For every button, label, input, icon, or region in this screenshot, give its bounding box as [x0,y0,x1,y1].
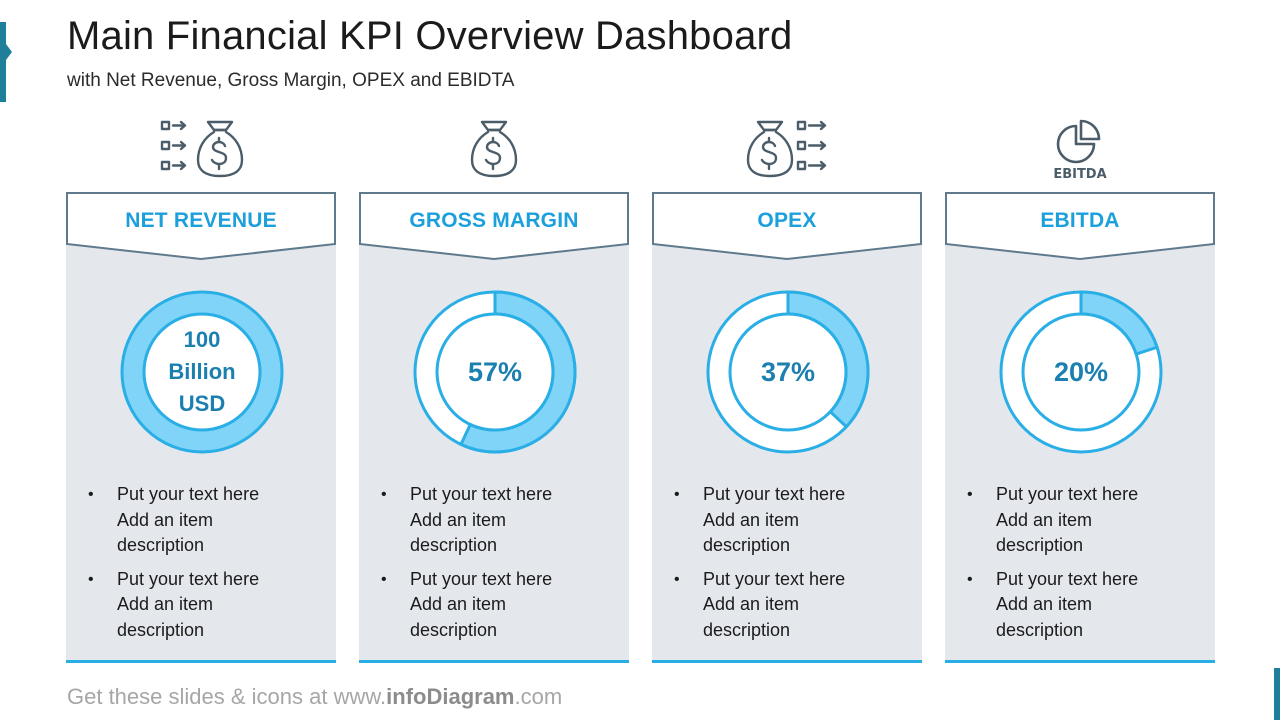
bullet-line: Put your text here [996,484,1139,504]
card-banner [359,192,629,261]
page-title: Main Financial KPI Overview Dashboard [67,14,793,58]
bullet-line: description [996,535,1084,555]
donut-chart [413,290,577,454]
donut-chart [999,290,1163,454]
bullet-line: Put your text here [703,568,846,589]
kpi-card-gross-margin: GROSS MARGIN 57% • Put your text here Ad… [359,192,629,663]
bullet-list: • Put your text here Add an item descrip… [381,482,611,651]
card-banner [66,192,336,261]
bullet-line: Put your text here [410,484,553,504]
left-accent-marker [0,22,12,102]
bullet-line: Add an item [703,509,800,530]
bullet-item: • Put your text here Add an item descrip… [88,567,318,644]
page-subtitle: with Net Revenue, Gross Margin, OPEX and… [67,70,515,91]
card-banner [945,192,1215,261]
money-bag-icon [470,120,518,178]
bullet-item: • Put your text here Add an item descrip… [967,567,1197,644]
bullet-line: description [703,535,791,555]
money-bag-out-arrows-icon [746,120,827,178]
card-banner [652,192,922,261]
footer-credit: Get these slides & icons at www.infoDiag… [67,684,562,710]
bullet-line: description [410,535,498,555]
bullet-line: Add an item [410,509,507,530]
bullet-line: description [703,619,791,640]
card-bottom-line [66,660,336,663]
kpi-value: 20% [1053,357,1109,387]
card-bottom-line [652,660,922,663]
bullet-item: • Put your text here Add an item descrip… [88,482,318,559]
card-bottom-line [945,660,1215,663]
card-title: GROSS MARGIN [409,209,579,232]
bullet-list: • Put your text here Add an item descrip… [674,482,904,651]
bullet-line: Add an item [703,594,800,614]
kpi-value-line: Billion [168,359,236,384]
bullet-line: Add an item [117,509,214,530]
bullet-line: description [117,619,205,640]
bullet-line: Add an item [410,594,507,614]
footer-suffix: .com [514,684,563,709]
bullet-line: Put your text here [996,568,1139,589]
kpi-card-opex: OPEX 37% • Put your text here Add an ite… [652,192,922,663]
bullet-list: • Put your text here Add an item descrip… [88,482,318,651]
bullet-line: Add an item [117,594,214,614]
bullet-line: Put your text here [410,568,553,589]
card-bottom-line [359,660,629,663]
donut-chart [120,290,284,454]
card-title: NET REVENUE [125,209,277,232]
kpi-value-line: 100 [183,327,221,352]
bullet-item: • Put your text here Add an item descrip… [674,567,904,644]
kpi-value: 37% [760,357,816,387]
bullet-line: Add an item [996,509,1093,530]
ebitda-icon-label: EBITDA [1053,167,1106,182]
money-bag-in-arrows-icon [160,120,244,178]
kpi-value: 57% [467,357,523,387]
bullet-item: • Put your text here Add an item descrip… [381,567,611,644]
kpi-value-line: USD [178,391,226,416]
bullet-line: description [117,535,205,555]
card-title: EBITDA [1040,209,1120,232]
bullet-line: Put your text here [117,484,260,504]
bullet-line: description [410,619,498,640]
footer-prefix: Get these slides & icons at www. [67,684,387,709]
kpi-card-ebitda: EBITDA 20% • Put your text here Add an i… [945,192,1215,663]
bullet-line: Put your text here [117,568,260,589]
bullet-item: • Put your text here Add an item descrip… [967,482,1197,559]
pie-chart-icon: EBITDA [1053,119,1107,182]
card-title: OPEX [757,209,817,232]
bullet-line: Put your text here [703,484,846,504]
bullet-line: description [996,619,1084,640]
kpi-card-net-revenue: NET REVENUE 100 Billion USD • Put your t… [66,192,336,663]
donut-chart [706,290,870,454]
bullet-line: Add an item [996,594,1093,614]
bullet-item: • Put your text here Add an item descrip… [381,482,611,559]
kpi-value: 100 Billion USD [120,290,284,454]
bullet-list: • Put your text here Add an item descrip… [967,482,1197,651]
right-accent-marker [1274,668,1280,720]
bullet-item: • Put your text here Add an item descrip… [674,482,904,559]
footer-brand: infoDiagram [386,684,515,709]
